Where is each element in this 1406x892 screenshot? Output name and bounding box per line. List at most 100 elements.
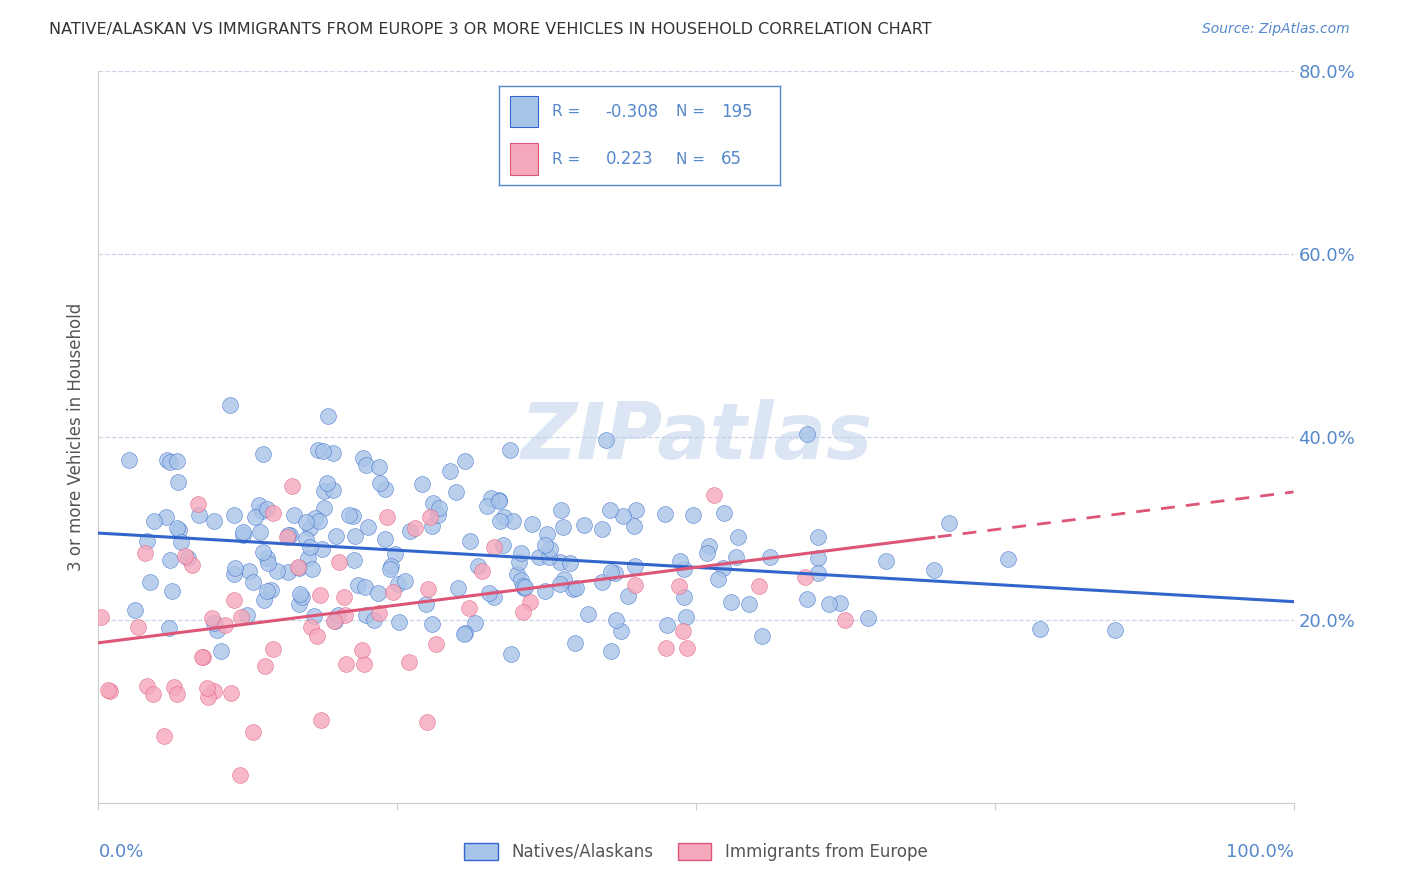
Point: [191, 650, 214, 665]
Point: [830, 597, 852, 611]
Point: [561, 582, 583, 596]
Point: [399, 524, 422, 538]
Point: [181, 558, 204, 572]
Point: [454, 626, 477, 640]
Point: [610, 624, 633, 638]
Point: [166, 453, 188, 467]
Point: [353, 657, 375, 671]
Point: [673, 562, 696, 576]
Point: [305, 629, 328, 643]
Point: [205, 623, 228, 637]
Point: [576, 607, 599, 621]
Point: [938, 516, 960, 531]
Point: [415, 597, 437, 611]
Point: [262, 506, 284, 520]
Point: [266, 564, 288, 578]
Point: [299, 540, 322, 554]
Point: [834, 613, 856, 627]
Point: [363, 613, 385, 627]
Point: [404, 521, 426, 535]
Point: [711, 561, 734, 575]
Point: [796, 592, 818, 607]
Point: [157, 621, 180, 635]
Point: [748, 579, 770, 593]
Point: [600, 566, 623, 580]
Point: [682, 508, 704, 522]
Point: [166, 521, 188, 535]
Point: [411, 477, 433, 491]
Point: [354, 458, 377, 472]
Point: [169, 523, 191, 537]
Point: [195, 681, 218, 695]
Point: [703, 488, 725, 502]
Point: [368, 475, 391, 490]
Point: [422, 496, 444, 510]
Point: [202, 615, 225, 630]
Point: [398, 655, 420, 669]
Point: [304, 511, 326, 525]
Point: [725, 550, 748, 565]
Point: [344, 529, 367, 543]
Point: [482, 540, 505, 554]
Point: [201, 610, 224, 624]
Point: [236, 607, 259, 622]
Point: [295, 532, 318, 546]
Point: [454, 454, 477, 468]
Point: [439, 464, 461, 478]
Point: [262, 641, 284, 656]
Point: [796, 427, 818, 442]
Point: [297, 551, 319, 566]
Point: [668, 579, 690, 593]
Point: [415, 714, 437, 729]
Legend: Natives/Alaskans, Immigrants from Europe: Natives/Alaskans, Immigrants from Europe: [458, 836, 934, 868]
Point: [288, 561, 311, 575]
Point: [337, 508, 360, 522]
Point: [453, 627, 475, 641]
Point: [159, 553, 181, 567]
Point: [174, 549, 197, 563]
Point: [135, 679, 157, 693]
Point: [346, 578, 368, 592]
Point: [308, 515, 330, 529]
Point: [512, 578, 534, 592]
Point: [342, 508, 364, 523]
Point: [209, 643, 232, 657]
Point: [425, 637, 447, 651]
Text: 100.0%: 100.0%: [1226, 843, 1294, 861]
Point: [188, 508, 211, 523]
Point: [242, 725, 264, 739]
Point: [501, 648, 523, 662]
Point: [219, 398, 242, 412]
Point: [491, 538, 513, 552]
Point: [858, 611, 880, 625]
Point: [506, 566, 529, 581]
Point: [699, 540, 721, 554]
Point: [328, 555, 350, 569]
Point: [572, 518, 595, 533]
Text: 0.0%: 0.0%: [98, 843, 143, 861]
Point: [367, 586, 389, 600]
Point: [290, 586, 312, 600]
Point: [283, 508, 305, 522]
Point: [323, 614, 346, 628]
Point: [253, 593, 276, 607]
Point: [325, 615, 347, 629]
Point: [672, 624, 695, 638]
Point: [308, 588, 330, 602]
Point: [737, 597, 759, 611]
Point: [375, 510, 398, 524]
Point: [222, 593, 245, 607]
Point: [197, 690, 219, 704]
Point: [252, 504, 274, 518]
Point: [98, 684, 121, 698]
Point: [97, 682, 120, 697]
Point: [214, 618, 236, 632]
Point: [381, 584, 404, 599]
Point: [444, 485, 467, 500]
Point: [253, 658, 276, 673]
Point: [564, 636, 586, 650]
Point: [277, 565, 299, 579]
Point: [617, 589, 640, 603]
Point: [673, 590, 696, 604]
Point: [807, 566, 830, 580]
